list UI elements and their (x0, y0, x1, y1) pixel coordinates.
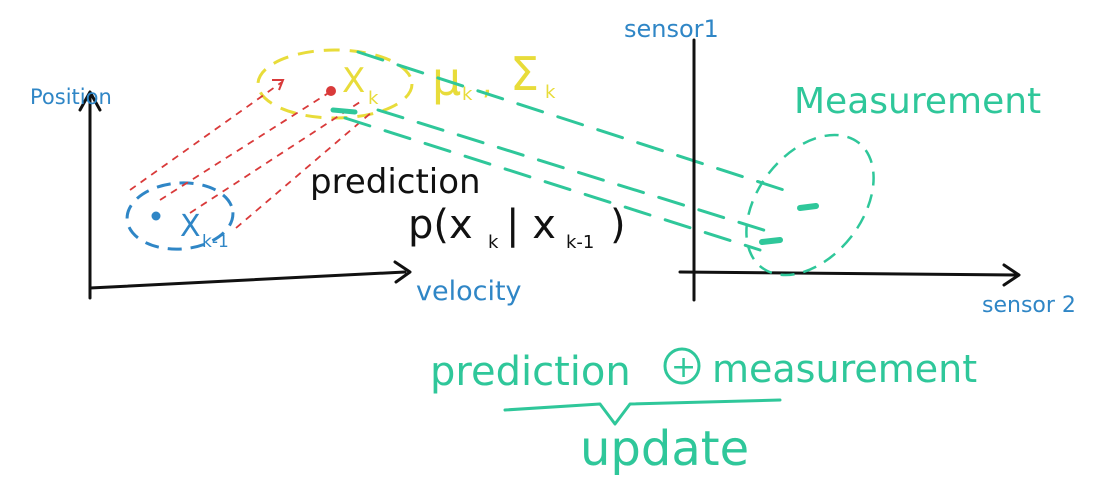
prediction-label: prediction (310, 162, 481, 202)
stats-separator: , (482, 64, 492, 102)
equation-underline-bracket (503, 398, 782, 426)
prediction-formula-mid: | x (506, 202, 556, 248)
prediction-arrow-3 (189, 101, 361, 214)
equation-left-term: prediction (430, 349, 631, 395)
link-line-3 (343, 116, 762, 252)
measurement-link-lines (343, 50, 792, 252)
prediction-arrow-2 (159, 91, 331, 201)
left-x-axis-arrow (393, 260, 412, 284)
prev-state-ellipse (125, 181, 235, 251)
pred-state-green-mark (330, 107, 358, 115)
right-x-axis-arrow (1002, 263, 1021, 287)
pred-state-label: X (342, 61, 365, 101)
equation-right-term: measurement (712, 347, 977, 391)
right-plot: sensor1 sensor 2 Measurement (624, 15, 1076, 318)
measurement-ellipse (745, 133, 875, 277)
left-x-axis-label: velocity (416, 276, 522, 307)
left-plot: Position velocity X k-1 X k μ k , Σ k pr… (30, 47, 626, 307)
left-y-axis-label: Position (30, 85, 112, 109)
stats-sigma: Σ (510, 47, 539, 101)
prediction-formula-sub2: k-1 (566, 232, 594, 253)
prediction-arrow-4 (235, 111, 373, 229)
prediction-arrowhead-1 (272, 79, 285, 91)
prediction-arrow-1 (129, 81, 283, 191)
equation-operator: + (671, 350, 696, 385)
left-x-axis (88, 270, 407, 290)
pred-state-subscript: k (368, 88, 379, 109)
right-y-axis-label: sensor1 (624, 15, 719, 43)
stats-mu: μ (432, 52, 461, 106)
left-y-axis-arrow (78, 90, 102, 112)
prediction-formula: p(x (408, 202, 473, 248)
equation-result: update (580, 421, 749, 477)
link-line-1 (356, 50, 792, 194)
prediction-arrows (129, 81, 373, 229)
measurement-point-2 (759, 237, 783, 245)
measurement-point-1 (797, 203, 819, 211)
measurement-label: Measurement (794, 81, 1041, 122)
prev-state-label: X (180, 209, 201, 244)
right-x-axis (678, 270, 1018, 277)
stats-sigma-subscript: k (545, 82, 556, 103)
right-x-axis-label: sensor 2 (982, 293, 1076, 318)
stats-mu-subscript: k (462, 84, 473, 105)
equation-operator-circle (663, 347, 701, 385)
update-equation: prediction + measurement update (430, 347, 977, 477)
prev-state-subscript: k-1 (202, 232, 229, 252)
prev-state-dot (151, 211, 161, 221)
prediction-formula-sub1: k (488, 232, 499, 253)
prediction-formula-end: ) (610, 202, 626, 248)
link-line-2 (376, 108, 772, 234)
